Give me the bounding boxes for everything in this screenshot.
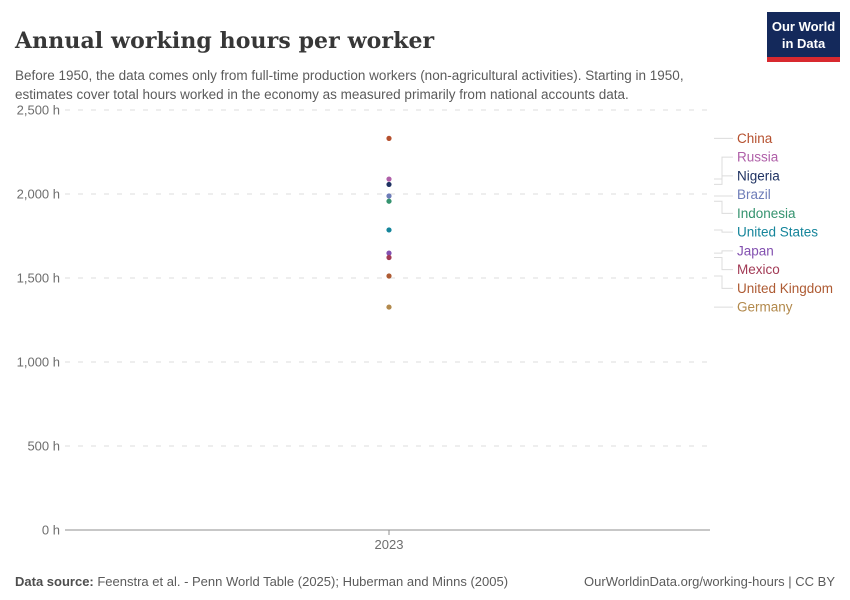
- data-point-china[interactable]: [386, 135, 392, 141]
- legend-label-germany[interactable]: Germany: [737, 300, 793, 315]
- y-tick-label-1500: 1,500 h: [17, 271, 60, 286]
- legend-label-japan[interactable]: Japan: [737, 243, 774, 258]
- legend-label-indonesia[interactable]: Indonesia: [737, 206, 796, 221]
- owid-logo[interactable]: Our World in Data: [767, 12, 840, 63]
- data-point-germany[interactable]: [386, 304, 392, 310]
- chart-title: Annual working hours per worker: [15, 27, 435, 54]
- data-point-brazil[interactable]: [386, 193, 392, 199]
- y-tick-label-1000: 1,000 h: [17, 355, 60, 370]
- owid-logo-line2: in Data: [781, 35, 826, 51]
- legend-label-brazil[interactable]: Brazil: [737, 187, 771, 202]
- legend-label-nigeria[interactable]: Nigeria: [737, 168, 780, 183]
- owid-logo-line1: Our World: [771, 19, 836, 34]
- data-point-indonesia[interactable]: [386, 198, 392, 204]
- legend-label-china[interactable]: China: [737, 131, 773, 146]
- chart-footer: Data source: Feenstra et al. - Penn Worl…: [15, 574, 835, 589]
- legend-label-russia[interactable]: Russia: [737, 150, 779, 165]
- x-tick-label: 2023: [375, 537, 404, 552]
- owid-license-link[interactable]: OurWorldinData.org/working-hours | CC BY: [584, 574, 835, 589]
- leader-line-mexico: [714, 257, 733, 271]
- data-source-text: Feenstra et al. - Penn World Table (2025…: [93, 574, 509, 589]
- legend-label-united-states[interactable]: United States: [737, 225, 818, 240]
- leader-line-japan: [714, 250, 733, 254]
- leader-line-russia: [714, 156, 733, 180]
- legend-label-united-kingdom[interactable]: United Kingdom: [737, 281, 833, 296]
- y-tick-label-500: 500 h: [27, 439, 60, 454]
- y-tick-label-2000: 2,000 h: [17, 187, 60, 202]
- data-source-label: Data source:: [15, 574, 94, 589]
- data-source-note: Data source: Feenstra et al. - Penn Worl…: [15, 574, 508, 589]
- data-point-united-kingdom[interactable]: [386, 273, 392, 279]
- leader-line-united-states: [714, 229, 733, 233]
- leader-line-nigeria: [714, 175, 733, 185]
- data-point-nigeria[interactable]: [386, 181, 392, 188]
- data-point-russia[interactable]: [386, 176, 392, 182]
- chart-subtitle: Before 1950, the data comes only from fu…: [15, 67, 684, 102]
- y-tick-label-0: 0 h: [42, 523, 60, 538]
- y-tick-label-2500: 2,500 h: [17, 103, 60, 118]
- leader-line-united-kingdom: [714, 275, 733, 289]
- data-point-mexico[interactable]: [386, 254, 392, 261]
- data-point-japan[interactable]: [386, 250, 392, 256]
- legend-label-mexico[interactable]: Mexico: [737, 262, 780, 277]
- data-point-united-states[interactable]: [386, 227, 392, 233]
- leader-line-indonesia: [714, 200, 733, 214]
